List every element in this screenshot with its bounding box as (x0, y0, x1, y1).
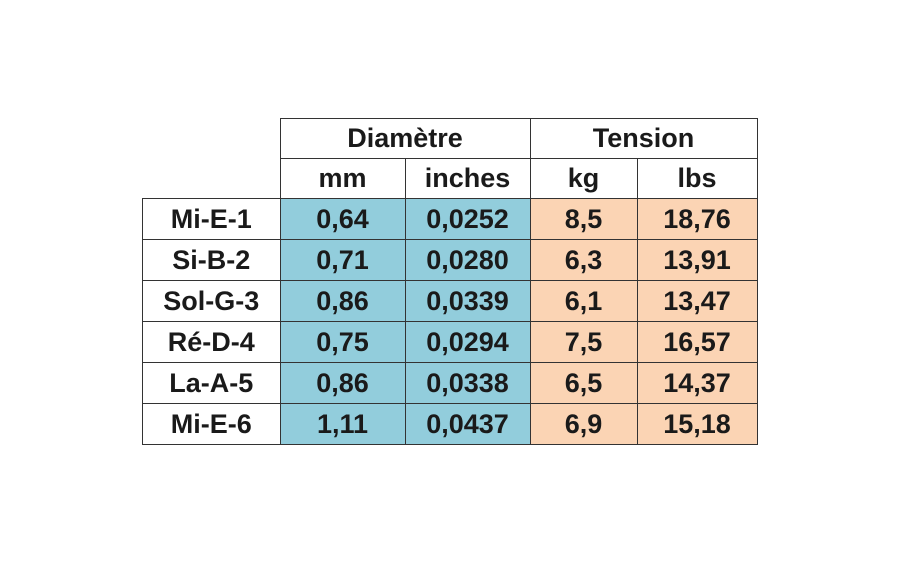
value-cell: 0,0437 (404, 403, 531, 445)
value-cell: 0,64 (279, 198, 406, 240)
value-cell: 0,75 (279, 321, 406, 363)
value-cell: 13,47 (636, 280, 758, 322)
value-cell: 15,18 (636, 403, 758, 445)
value-cell: 7,5 (529, 321, 638, 363)
string-name: Mi-E-6 (142, 403, 281, 445)
value-cell: 0,0252 (404, 198, 531, 240)
empty-cell (143, 159, 281, 199)
value-cell: 0,0339 (404, 280, 531, 322)
unit-header: lbs (636, 158, 758, 199)
table-body: Diamètre Tension mm inches kg lbs Mi-E-1… (142, 118, 758, 445)
data-row: Si-B-2 0,71 0,0280 6,3 13,91 (142, 239, 758, 281)
value-cell: 1,11 (279, 403, 406, 445)
value-cell: 14,37 (636, 362, 758, 404)
value-cell: 0,86 (279, 280, 406, 322)
group-header: Diamètre (279, 118, 531, 159)
string-name: Ré-D-4 (142, 321, 281, 363)
value-cell: 8,5 (529, 198, 638, 240)
data-row: Ré-D-4 0,75 0,0294 7,5 16,57 (142, 321, 758, 363)
value-cell: 0,0280 (404, 239, 531, 281)
string-name: La-A-5 (142, 362, 281, 404)
value-cell: 6,9 (529, 403, 638, 445)
value-cell: 6,3 (529, 239, 638, 281)
string-name: Si-B-2 (142, 239, 281, 281)
data-row: La-A-5 0,86 0,0338 6,5 14,37 (142, 362, 758, 404)
value-cell: 16,57 (636, 321, 758, 363)
string-name: Mi-E-1 (142, 198, 281, 240)
value-cell: 0,0338 (404, 362, 531, 404)
string-name: Sol-G-3 (142, 280, 281, 322)
data-row: Sol-G-3 0,86 0,0339 6,1 13,47 (142, 280, 758, 322)
unit-header: inches (404, 158, 531, 199)
unit-header-row: mm inches kg lbs (143, 158, 758, 199)
group-header-row: Diamètre Tension (143, 118, 758, 159)
data-row: Mi-E-6 1,11 0,0437 6,9 15,18 (142, 403, 758, 445)
unit-header: mm (279, 158, 406, 199)
empty-cell (143, 119, 281, 159)
data-row: Mi-E-1 0,64 0,0252 8,5 18,76 (142, 198, 758, 240)
value-cell: 13,91 (636, 239, 758, 281)
unit-header: kg (529, 158, 638, 199)
value-cell: 0,0294 (404, 321, 531, 363)
value-cell: 6,1 (529, 280, 638, 322)
string-table: Diamètre Tension mm inches kg lbs Mi-E-1… (142, 118, 758, 445)
group-header: Tension (529, 118, 758, 159)
value-cell: 0,71 (279, 239, 406, 281)
value-cell: 18,76 (636, 198, 758, 240)
value-cell: 0,86 (279, 362, 406, 404)
value-cell: 6,5 (529, 362, 638, 404)
